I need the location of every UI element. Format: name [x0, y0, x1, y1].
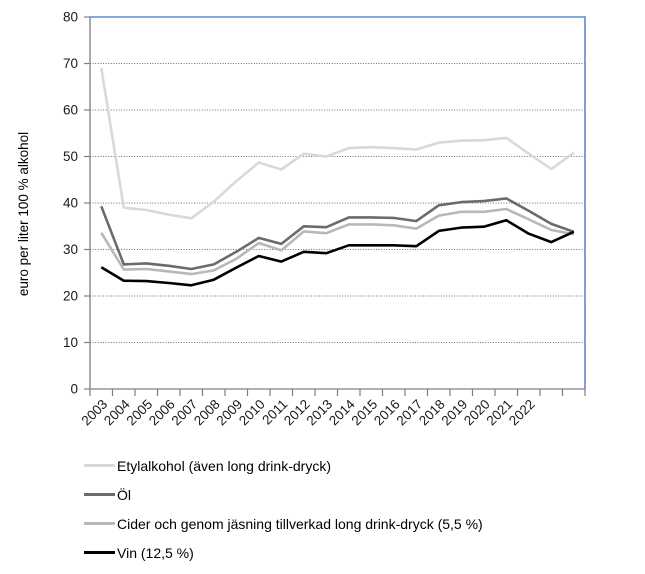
series-line-1: [100, 67, 575, 220]
y-tick-label: 80: [63, 10, 78, 25]
plot-border: [90, 16, 586, 389]
legend-label: Cider och genom jäsning tillverkad long …: [117, 515, 483, 532]
plot-border-line: [90, 16, 586, 389]
series-line-3: [100, 207, 575, 276]
legend-label: Vin (12,5 %): [117, 544, 194, 561]
series-lines: [100, 67, 575, 287]
series-line-4: [100, 218, 575, 287]
legend-item-3: Cider och genom jäsning tillverkad long …: [84, 509, 483, 538]
legend-item-1: Etylalkohol (även long drink-dryck): [84, 451, 483, 480]
y-tick-label: 50: [63, 149, 78, 164]
series-line-2: [100, 197, 575, 271]
axes: [84, 16, 586, 396]
y-tick-label: 0: [70, 382, 78, 397]
y-axis-tick-labels: 0 10 20 30 40 50 60 70 80: [63, 10, 78, 397]
y-tick-label: 40: [63, 196, 78, 211]
legend-swatch: [84, 493, 115, 496]
legend: Etylalkohol (även long drink-dryck) Öl Cid…: [84, 451, 483, 567]
legend-label: Öl: [117, 486, 131, 503]
line-chart: 0 10 20 30 40 50 60 70 80 2003200420052006200720…: [16, 10, 586, 428]
legend-swatch: [84, 551, 115, 554]
y-tick-label: 10: [63, 335, 78, 350]
y-tick-label: 60: [63, 103, 78, 118]
y-axis-title: euro per liter 100 % alkohol: [16, 132, 31, 296]
y-tick-label: 20: [63, 289, 78, 304]
legend-item-2: Öl: [84, 480, 483, 509]
legend-item-4: Vin (12,5 %): [84, 538, 483, 567]
legend-swatch: [84, 522, 115, 525]
gridlines: [90, 63, 585, 343]
legend-label: Etylalkohol (även long drink-dryck): [117, 457, 331, 474]
y-tick-label: 30: [63, 242, 78, 257]
x-tick-label: 2022: [506, 397, 538, 429]
x-axis-tick-labels: 2003200420052006200720082009201020112012…: [79, 396, 538, 428]
y-tick-label: 70: [63, 56, 78, 71]
legend-swatch: [84, 464, 115, 467]
